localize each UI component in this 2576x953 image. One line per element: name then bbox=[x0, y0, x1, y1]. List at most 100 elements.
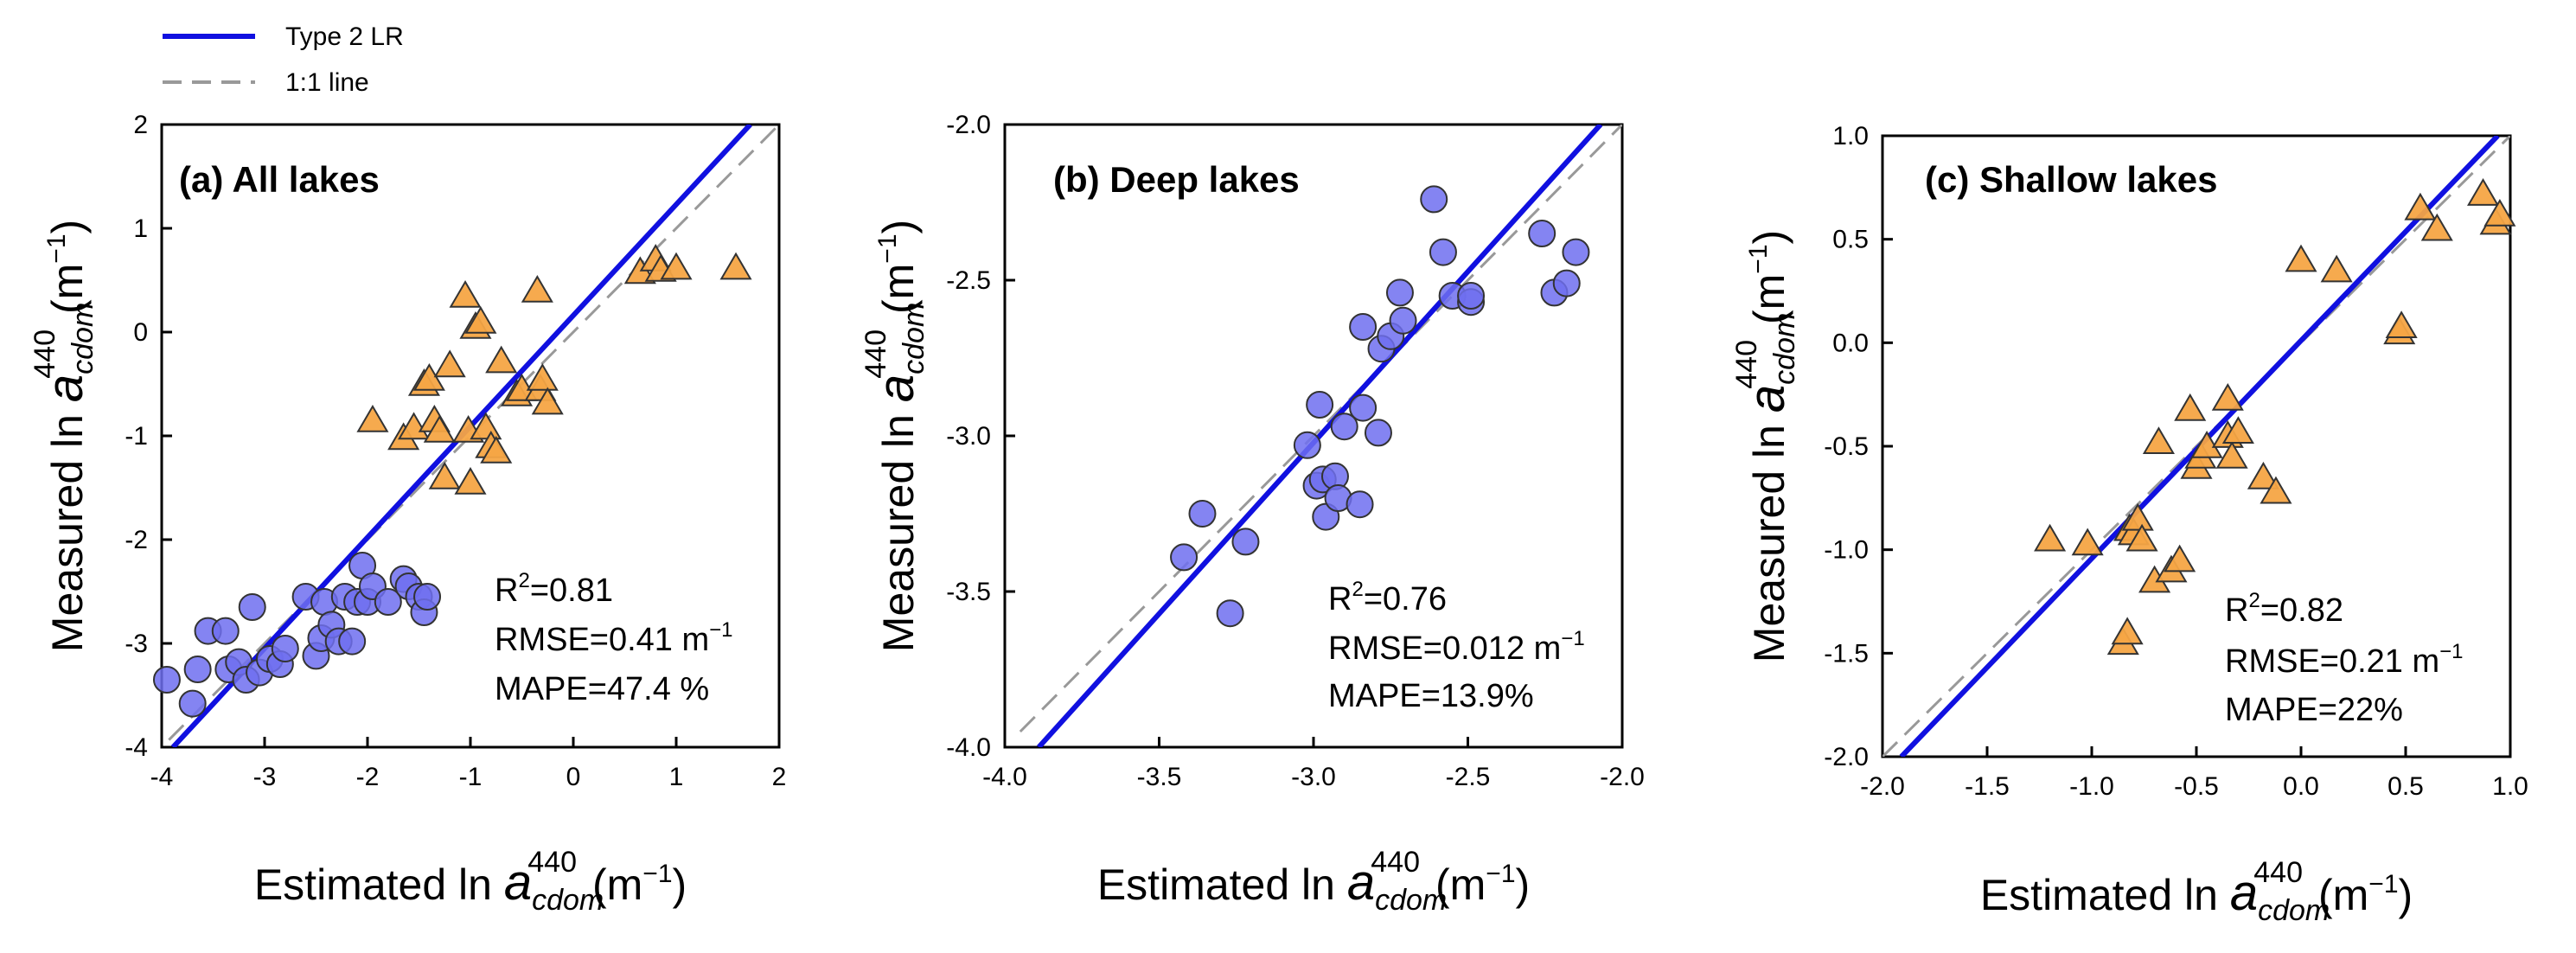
scatter-point-triangle bbox=[2142, 426, 2175, 455]
y-axis-label: Measured ln acdom440(m−1) bbox=[29, 220, 99, 652]
scatter-point-circle bbox=[1170, 543, 1199, 572]
scatter-point-circle bbox=[1385, 278, 1414, 307]
y-tick-label: -1.5 bbox=[1824, 639, 1869, 668]
r2-value: =0.82 bbox=[2260, 592, 2343, 629]
scatter-point-triangle bbox=[2285, 244, 2317, 272]
scatter-point-circle bbox=[1429, 238, 1457, 266]
scatter-point-circle bbox=[1364, 419, 1392, 447]
x-tick-label: 0.0 bbox=[2283, 772, 2319, 801]
y-tick-label: -4 bbox=[125, 733, 148, 762]
x-tick-label: -2.5 bbox=[1446, 763, 1491, 791]
one-to-one-line-segment bbox=[1019, 125, 1622, 733]
scatter-point-circle bbox=[211, 617, 240, 645]
one-to-one-line bbox=[168, 125, 779, 741]
r2-value: =0.81 bbox=[530, 572, 613, 609]
scatter-points bbox=[2034, 178, 2516, 656]
x-tick-label: -2.0 bbox=[1600, 763, 1645, 791]
scatter-point-triangle bbox=[2221, 416, 2254, 445]
rmse-value: RMSE=0.41 m bbox=[495, 622, 709, 658]
scatter-point-circle bbox=[1330, 413, 1358, 441]
legend-type2-label: Type 2 LR bbox=[285, 22, 404, 51]
scatter-point-triangle bbox=[428, 462, 461, 489]
x-tick-label: -1.5 bbox=[1965, 772, 2010, 801]
scatter-point-circle bbox=[238, 593, 266, 621]
y-tick-label: -4.0 bbox=[946, 733, 991, 762]
rmse-stat: RMSE=0.41 m−1 bbox=[495, 618, 733, 658]
scatter-point-triangle bbox=[2260, 476, 2292, 504]
x-tick-label: 1.0 bbox=[2492, 772, 2528, 801]
one-to-one-line-segment bbox=[168, 125, 779, 741]
y-tick-label: 0.5 bbox=[1832, 226, 1869, 254]
y-tick-label: 2 bbox=[133, 111, 148, 139]
x-tick-label: -3 bbox=[253, 763, 277, 791]
scatter-point-triangle bbox=[719, 252, 752, 280]
scatter-point-triangle bbox=[2174, 393, 2207, 421]
x-tick-label: 0.5 bbox=[2387, 772, 2424, 801]
panel-title: (c) Shallow lakes bbox=[1925, 159, 2217, 200]
scatter-point-triangle bbox=[2211, 382, 2244, 411]
y-tick-label: 1 bbox=[133, 214, 148, 243]
scatter-point-triangle bbox=[526, 363, 559, 391]
scatter-point-triangle bbox=[470, 412, 502, 440]
scatter-point-triangle bbox=[2125, 523, 2158, 552]
scatter-point-triangle bbox=[2420, 213, 2453, 241]
x-tick-label: -3.0 bbox=[1291, 763, 1336, 791]
x-tick-label: -4 bbox=[150, 763, 174, 791]
x-tick-label: -2 bbox=[356, 763, 380, 791]
x-axis-label: Estimated ln acdom440 (m−1) bbox=[1097, 846, 1530, 917]
scatter-point-circle bbox=[178, 689, 207, 718]
scatter-point-triangle bbox=[2320, 254, 2353, 283]
type2-fit-line bbox=[1037, 125, 1603, 747]
scatter-point-circle bbox=[1349, 313, 1377, 341]
scatter-point-triangle bbox=[2215, 440, 2248, 469]
rmse-value: RMSE=0.012 m bbox=[1328, 630, 1561, 667]
r2-stat: R2=0.81 bbox=[495, 569, 613, 609]
scatter-point-triangle bbox=[433, 349, 466, 378]
x-axis-label: Estimated ln acdom440 (m−1) bbox=[254, 846, 687, 917]
x-tick-label: -1 bbox=[459, 763, 483, 791]
scatter-point-circle bbox=[1349, 393, 1377, 422]
scatter-point-triangle bbox=[464, 306, 497, 334]
scatter-point-circle bbox=[1562, 238, 1590, 266]
y-tick-label: -0.5 bbox=[1824, 432, 1869, 461]
y-tick-label: -1.0 bbox=[1824, 536, 1869, 565]
scatter-point-triangle bbox=[449, 280, 482, 308]
scatter-point-circle bbox=[1231, 528, 1260, 556]
scatter-point-triangle bbox=[2034, 523, 2067, 552]
y-tick-label: -3 bbox=[125, 630, 148, 658]
y-tick-label: -1 bbox=[125, 422, 148, 451]
mape-stat: MAPE=13.9% bbox=[1328, 678, 1534, 714]
y-tick-label: -2.5 bbox=[946, 266, 991, 295]
scatter-point-circle bbox=[338, 627, 367, 656]
scatter-point-triangle bbox=[2385, 310, 2418, 338]
legend-oneone-label: 1:1 line bbox=[285, 68, 369, 97]
x-tick-label: -1.0 bbox=[2069, 772, 2114, 801]
scatter-point-triangle bbox=[356, 405, 389, 432]
scatter-point-circle bbox=[1389, 306, 1417, 335]
legend: Type 2 LR 1:1 line bbox=[163, 22, 404, 97]
r2-value: =0.76 bbox=[1364, 581, 1447, 617]
mape-stat: MAPE=22% bbox=[2225, 692, 2403, 728]
scatter-point-circle bbox=[1346, 490, 1374, 519]
axis-ticks: -4 -3 -2 -1 0 1 2 -4 -3 -2 -1 0 1 2 bbox=[125, 111, 786, 791]
y-tick-label: -2.0 bbox=[946, 111, 991, 139]
scatter-point-circle bbox=[413, 583, 442, 611]
x-tick-label: -2.0 bbox=[1860, 772, 1905, 801]
mape-stat: MAPE=47.4 % bbox=[495, 671, 709, 707]
scatter-point-triangle bbox=[2466, 178, 2500, 206]
y-tick-label: 1.0 bbox=[1832, 122, 1869, 150]
panel-a: -4 -3 -2 -1 0 1 2 -4 -3 -2 -1 0 1 2 (a) All lakes R2=… bbox=[29, 111, 786, 917]
y-tick-label: 0 bbox=[133, 318, 148, 347]
scatter-point-circle bbox=[183, 656, 212, 683]
scatter-point-triangle bbox=[2071, 528, 2104, 556]
scatter-point-circle bbox=[1420, 185, 1448, 214]
scatter-point-circle bbox=[271, 635, 299, 662]
scatter-point-triangle bbox=[412, 363, 445, 391]
panel-title: (a) All lakes bbox=[179, 159, 380, 200]
scatter-point-circle bbox=[152, 666, 181, 694]
y-axis-label: Measured ln acdom440(m−1) bbox=[860, 220, 930, 652]
x-tick-label: -3.5 bbox=[1137, 763, 1182, 791]
scatter-point-circle bbox=[374, 588, 402, 616]
r2-stat: R2=0.76 bbox=[1328, 578, 1447, 617]
scatter-point-triangle bbox=[2111, 617, 2144, 645]
